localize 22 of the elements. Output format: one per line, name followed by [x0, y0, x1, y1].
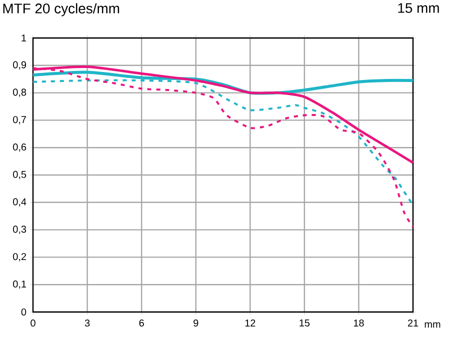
y-tick-label: 0,6 [13, 143, 26, 152]
x-tick-label: 21 [408, 320, 418, 326]
y-tick-label: 0,8 [13, 88, 26, 97]
x-tick-label: 12 [245, 320, 256, 326]
text: 15 mm [398, 3, 439, 13]
x-tick-label: 0 [30, 320, 36, 327]
y-tick-label: 0,4 [13, 198, 26, 207]
y-tick-label: 0,9 [13, 61, 26, 70]
y-tick-label: 0 [21, 308, 26, 316]
x-tick-label: 3 [84, 320, 90, 327]
y-tick-label: 0,1 [13, 280, 26, 289]
y-tick-label: 0,5 [13, 170, 26, 180]
x-tick-label: 18 [354, 320, 364, 327]
y-tick-label: 1 [22, 34, 26, 42]
x-tick-label: 9 [194, 320, 198, 327]
chart-title: MTF 20 cycles/mm [3, 3, 120, 16]
y-tick-label: 0,2 [13, 253, 26, 262]
y-tick-label: 0,3 [13, 226, 26, 234]
x-tick-label: 6 [139, 320, 144, 327]
y-tick-label: 0,7 [13, 116, 26, 124]
x-axis-title: mm [424, 322, 440, 328]
x-tick-label: 15 [300, 320, 310, 326]
